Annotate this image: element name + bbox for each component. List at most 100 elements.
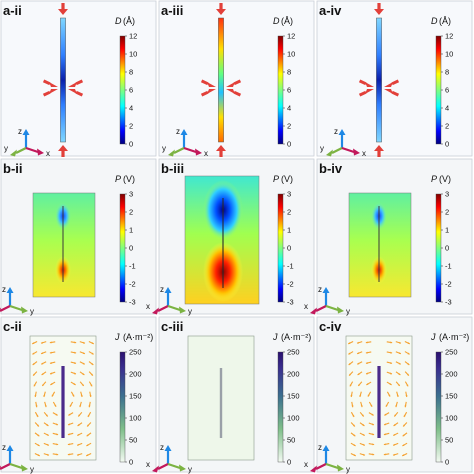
colorbar-tick-label: 0 (445, 244, 449, 253)
colorbar-tick-label: 2 (287, 208, 291, 217)
colorbar-tick-label: 250 (445, 348, 458, 357)
quantity-symbol: J (272, 332, 278, 342)
colorbar-tick-label: 1 (445, 226, 449, 235)
colorbar-title: J (A·m⁻²) (430, 332, 469, 342)
quantity-symbol: J (114, 332, 120, 342)
colorbar-title: P (V) (273, 174, 293, 184)
colorbar-tick-label: 6 (287, 86, 291, 95)
quantity-unit: (Å) (123, 16, 135, 26)
colorbar-tick-label: 0 (287, 140, 291, 149)
panel-c-ii: c-ii J(A·m⁻²) 250 200 150 100 50 0 x z y (0, 316, 157, 474)
axis-label-left: y (162, 144, 166, 153)
colorbar-tick-label: 6 (129, 86, 133, 95)
axis-label-left: y (320, 144, 324, 153)
colorbar-tick-label: -1 (287, 262, 294, 271)
nanowire-rod (61, 366, 65, 438)
colorbar-tick-label: 0 (129, 458, 133, 467)
nanowire-rod (219, 368, 223, 438)
colorbar-tick-label: 100 (129, 414, 142, 423)
colorbar-title: J (A·m⁻²) (272, 332, 311, 342)
quantity-symbol: D (431, 16, 438, 26)
axis-triad: xzy (304, 443, 350, 474)
quantity-symbol: P (273, 174, 279, 184)
colorbar-tick-label: -2 (445, 280, 452, 289)
colorbar-title: D (Å) (115, 16, 135, 26)
colorbar-title: D (Å) (273, 16, 293, 26)
compression-arrow-icon (374, 145, 384, 157)
axis-triad: xzy (304, 285, 350, 316)
colorbar-title: P (V) (115, 174, 135, 184)
colorbar-title: P (V) (431, 174, 451, 184)
colorbar-tick-label: 4 (129, 104, 133, 113)
quantity-unit: (V) (281, 174, 293, 184)
colorbar-tick-label: 200 (129, 370, 142, 379)
axis-label-z: z (318, 443, 322, 452)
colorbar: 12 10 8 6 4 2 0 (119, 32, 137, 149)
colorbar-tick-label: 8 (129, 68, 133, 77)
quantity-symbol: D (115, 16, 122, 26)
quantity-unit: (V) (439, 174, 451, 184)
colorbar-tick-label: 4 (287, 104, 291, 113)
panel-a-iii: a-iii D (Å) 12 10 8 6 4 2 0 y z x (158, 0, 315, 158)
axis-triad: x z y (146, 285, 192, 316)
colorbar-title: D (Å) (431, 16, 451, 26)
colorbar-tick-label: 250 (129, 348, 142, 357)
compression-arrow-icon (58, 3, 68, 15)
colorbar-tick-label: 8 (287, 68, 291, 77)
colorbar-title: J (A·m⁻²) (114, 332, 153, 342)
axis-label-left: x (146, 460, 150, 469)
colorbar: 250 200 150 100 50 0 (119, 348, 142, 467)
axis-label-left: x (146, 302, 150, 311)
axis-label-right: x (204, 149, 208, 158)
axis-triad: y z x (4, 127, 50, 158)
compression-arrow-icon (216, 145, 226, 157)
colorbar-tick-label: 3 (129, 190, 133, 199)
colorbar-tick-label: 200 (445, 370, 458, 379)
axis-triad: y z x (320, 127, 366, 158)
axis-label-right: y (346, 465, 350, 474)
colorbar-tick-label: -3 (287, 298, 294, 307)
panel-label: a-ii (3, 3, 22, 18)
colorbar-tick-label: 8 (445, 68, 449, 77)
axis-label-right: y (30, 465, 34, 474)
colorbar-tick-label: 0 (129, 140, 133, 149)
axis-label-right: y (188, 307, 192, 316)
quantity-symbol: D (273, 16, 280, 26)
lateral-force-arrows-icon (42, 79, 84, 97)
colorbar-tick-label: 250 (287, 348, 300, 357)
colorbar-tick-label: 2 (129, 208, 133, 217)
axis-triad: xzy (0, 443, 34, 474)
colorbar-tick-label: -3 (445, 298, 452, 307)
compression-arrow-icon (216, 3, 226, 15)
colorbar-tick-label: -2 (287, 280, 294, 289)
colorbar-tick-label: 150 (445, 392, 458, 401)
colorbar-tick-label: 2 (129, 122, 133, 131)
colorbar-tick-label: 3 (287, 190, 291, 199)
quantity-symbol: P (115, 174, 121, 184)
axis-label-right: y (188, 465, 192, 474)
axis-label-z: z (160, 285, 164, 294)
colorbar-tick-label: 150 (287, 392, 300, 401)
panel-label: a-iii (161, 3, 183, 18)
panel-c-iv: c-iv J (A·m⁻²) 250 200 150 100 50 0 x z y (304, 316, 473, 474)
axis-label-z: z (160, 443, 164, 452)
colorbar: 3 2 1 0 -1 -2 -3 (435, 190, 452, 307)
colorbar-tick-label: 2 (445, 122, 449, 131)
axis-triad: y z x (162, 127, 208, 158)
axis-label-z: z (318, 285, 322, 294)
quantity-unit: (V) (123, 174, 135, 184)
axis-label-z: z (2, 285, 6, 294)
colorbar-tick-label: 4 (445, 104, 449, 113)
colorbar-tick-label: 0 (287, 244, 291, 253)
panel-b-iv: b-iv P (V) 3 2 1 0 -1 -2 -3 x z y (304, 158, 473, 316)
colorbar-tick-label: 3 (445, 190, 449, 199)
colorbar: 12 10 8 6 4 2 0 (435, 32, 453, 149)
colorbar-tick-label: -3 (129, 298, 136, 307)
quantity-unit: (A·m⁻²) (123, 332, 153, 342)
panel-label: c-iii (161, 319, 183, 334)
panel-a-ii: a-ii D (Å) 12 10 8 6 4 2 0 y z x (0, 0, 157, 158)
current-flow-arrows (347, 340, 411, 457)
colorbar-tick-label: 10 (445, 50, 453, 59)
axis-label-z: z (18, 127, 22, 136)
